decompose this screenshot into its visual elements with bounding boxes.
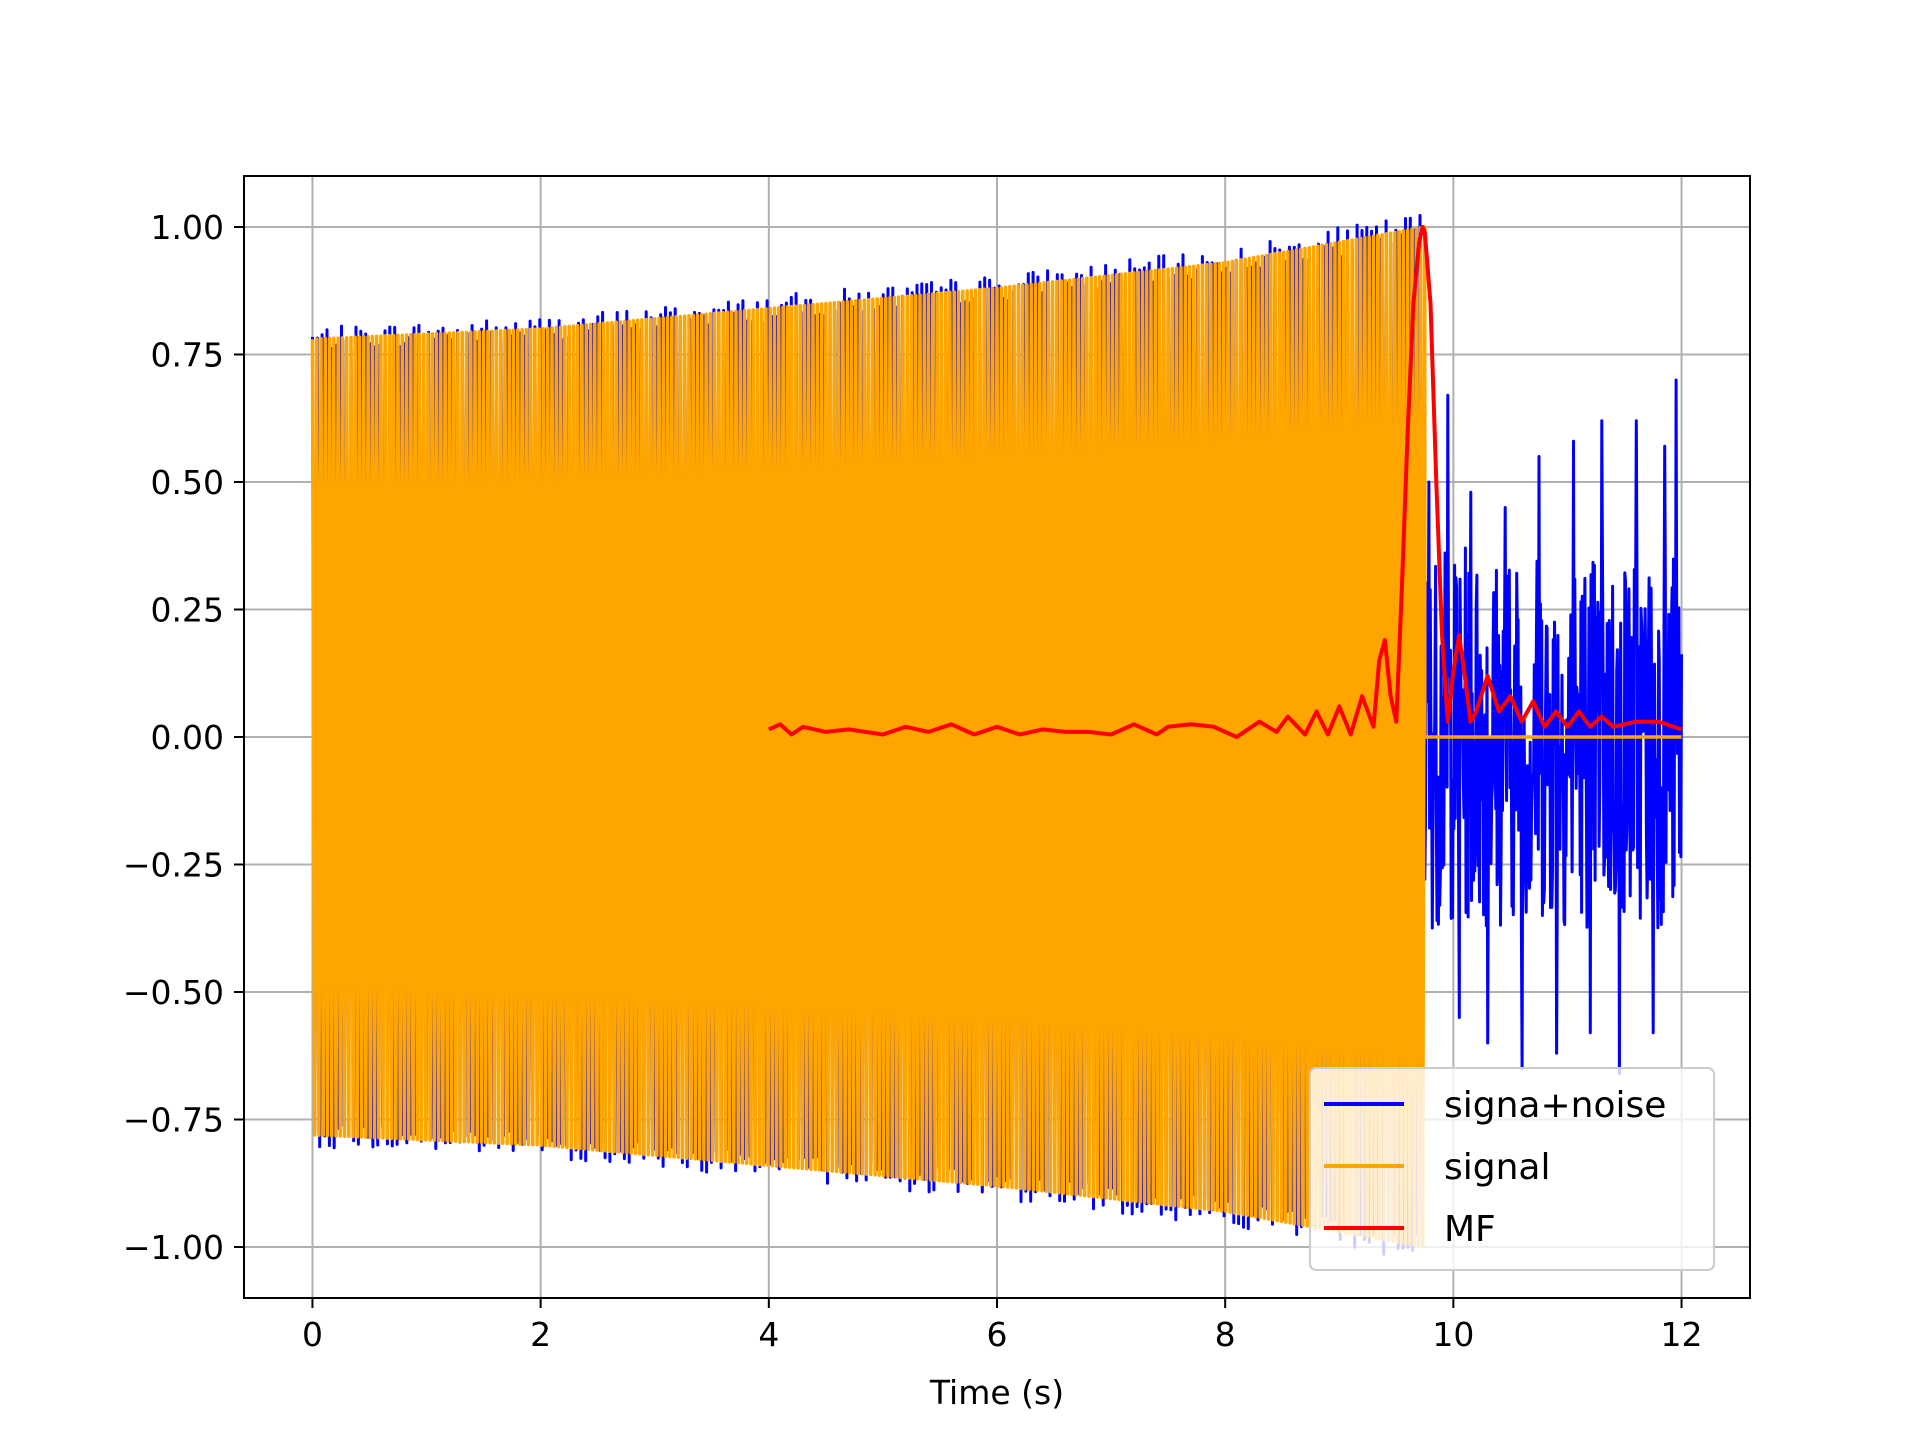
- series-mf-line: [767, 225, 1683, 739]
- x-tick-label: 4: [758, 1315, 779, 1354]
- x-tick-label: 0: [302, 1315, 323, 1354]
- y-tick-label: −0.75: [123, 1101, 224, 1140]
- y-tick-label: 0.75: [151, 336, 224, 375]
- x-tick-label: 8: [1215, 1315, 1236, 1354]
- y-tick-label: −0.25: [123, 846, 224, 885]
- x-tick-label: 2: [530, 1315, 551, 1354]
- y-tick-label: 0.50: [151, 463, 224, 502]
- x-tick-label: 10: [1432, 1315, 1474, 1354]
- legend-label: MF: [1444, 1209, 1496, 1250]
- plot-area: [310, 214, 1683, 1256]
- series-signal-line: [310, 225, 1682, 1249]
- x-axis-label: Time (s): [929, 1373, 1064, 1412]
- y-tick-label: 1.00: [151, 208, 224, 247]
- axis-ticks: 0 2 4 6 8 10 12 1.00 0.75 0.50 0.25 0.00 −0.25 −0.50 −…: [123, 208, 1703, 1354]
- y-tick-label: 0.00: [151, 718, 224, 757]
- x-tick-label: 6: [987, 1315, 1008, 1354]
- y-tick-label: −1.00: [123, 1228, 224, 1267]
- legend: signa+noise signal MF: [1309, 1067, 1715, 1271]
- legend-label: signal: [1444, 1147, 1551, 1188]
- legend-label: signa+noise: [1444, 1085, 1666, 1126]
- legend-box: [1309, 1067, 1715, 1271]
- y-tick-label: −0.50: [123, 973, 224, 1012]
- x-tick-label: 12: [1661, 1315, 1703, 1354]
- y-tick-label: 0.25: [151, 591, 224, 630]
